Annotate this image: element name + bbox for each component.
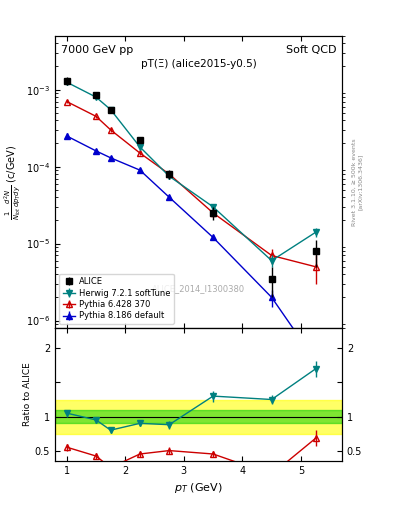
X-axis label: $p_T$ (GeV): $p_T$ (GeV) — [174, 481, 223, 495]
Text: pT(Ξ) (alice2015-y0.5): pT(Ξ) (alice2015-y0.5) — [141, 59, 256, 69]
Text: ALICE_2014_I1300380: ALICE_2014_I1300380 — [152, 284, 245, 293]
Legend: ALICE, Herwig 7.2.1 softTune, Pythia 6.428 370, Pythia 8.186 default: ALICE, Herwig 7.2.1 softTune, Pythia 6.4… — [59, 274, 174, 324]
Bar — [55, 410, 342, 423]
Y-axis label: $\frac{1}{N_{tot}}\frac{d^2N}{dp_Tdy}$ (c/GeV): $\frac{1}{N_{tot}}\frac{d^2N}{dp_Tdy}$ (… — [2, 144, 23, 220]
Text: Soft QCD: Soft QCD — [286, 45, 336, 55]
Bar — [55, 399, 342, 434]
Text: 7000 GeV pp: 7000 GeV pp — [61, 45, 133, 55]
Y-axis label: Rivet 3.1.10, ≥ 500k events
[arXiv:1306.3436]: Rivet 3.1.10, ≥ 500k events [arXiv:1306.… — [352, 138, 363, 226]
Y-axis label: Ratio to ALICE: Ratio to ALICE — [23, 362, 32, 426]
